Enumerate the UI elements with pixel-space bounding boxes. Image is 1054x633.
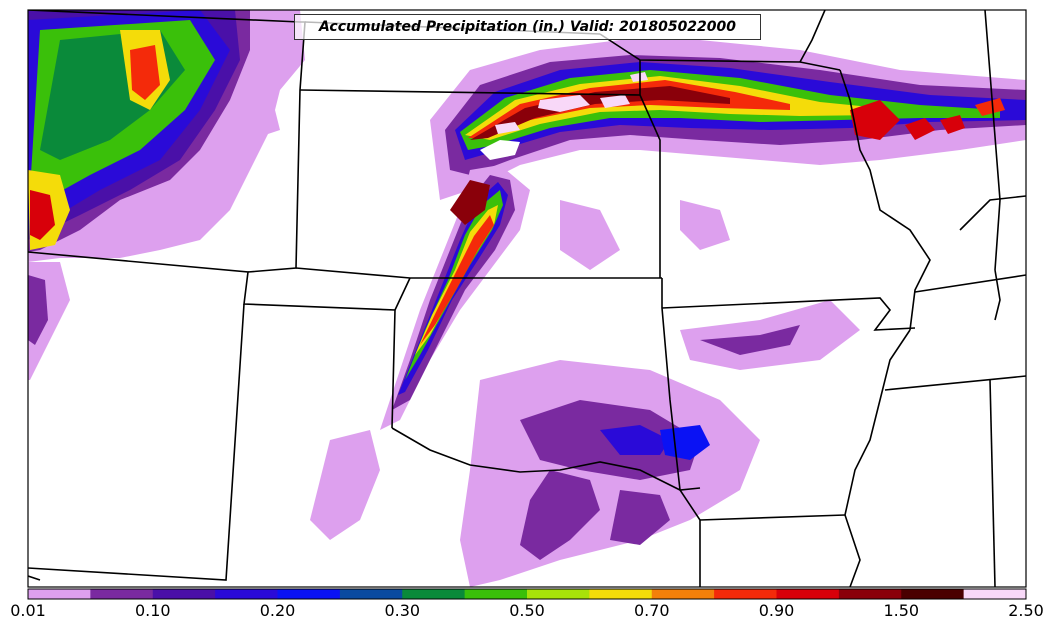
colorbar-segment bbox=[277, 589, 341, 599]
colorbar-tick-label: 0.70 bbox=[633, 601, 670, 620]
precipitation-field bbox=[28, 10, 1026, 587]
colorbar-segment bbox=[28, 589, 91, 599]
precip-northwest bbox=[28, 10, 305, 380]
colorbar-segment bbox=[651, 589, 715, 599]
colorbar-tick-label: 0.50 bbox=[509, 601, 545, 620]
precip-southern bbox=[230, 90, 860, 587]
state-boundaries bbox=[28, 10, 1026, 587]
colorbar-tick-label: 0.10 bbox=[134, 601, 171, 620]
precip-kansas-line bbox=[380, 165, 530, 430]
colorbar bbox=[27, 588, 1027, 600]
map-frame bbox=[27, 9, 1027, 588]
colorbar-segment bbox=[402, 589, 466, 599]
colorbar-segment bbox=[215, 589, 278, 599]
precip-northern-band bbox=[430, 40, 1026, 200]
colorbar-segment bbox=[963, 589, 1027, 599]
colorbar-tick-label: 0.20 bbox=[259, 601, 296, 620]
colorbar-segment bbox=[838, 589, 902, 599]
colorbar-segment bbox=[776, 589, 840, 599]
colorbar-segment bbox=[714, 589, 777, 599]
colorbar-segment bbox=[464, 589, 528, 599]
colorbar-segment bbox=[589, 589, 653, 599]
colorbar-tick-label: 1.50 bbox=[883, 601, 920, 620]
colorbar-segment bbox=[527, 589, 590, 599]
colorbar-tick-label: 2.50 bbox=[1008, 601, 1044, 620]
colorbar-segment bbox=[152, 589, 216, 599]
colorbar-segment bbox=[339, 589, 403, 599]
map-title: Accumulated Precipitation (in.) Valid: 2… bbox=[294, 14, 761, 40]
colorbar-segment bbox=[90, 589, 154, 599]
colorbar-segment bbox=[901, 589, 965, 599]
colorbar-tick-label: 0.01 bbox=[10, 601, 46, 620]
colorbar-tick-label: 0.30 bbox=[384, 601, 421, 620]
colorbar-tick-label: 0.90 bbox=[758, 601, 795, 620]
colorbar-frame bbox=[27, 588, 1027, 600]
